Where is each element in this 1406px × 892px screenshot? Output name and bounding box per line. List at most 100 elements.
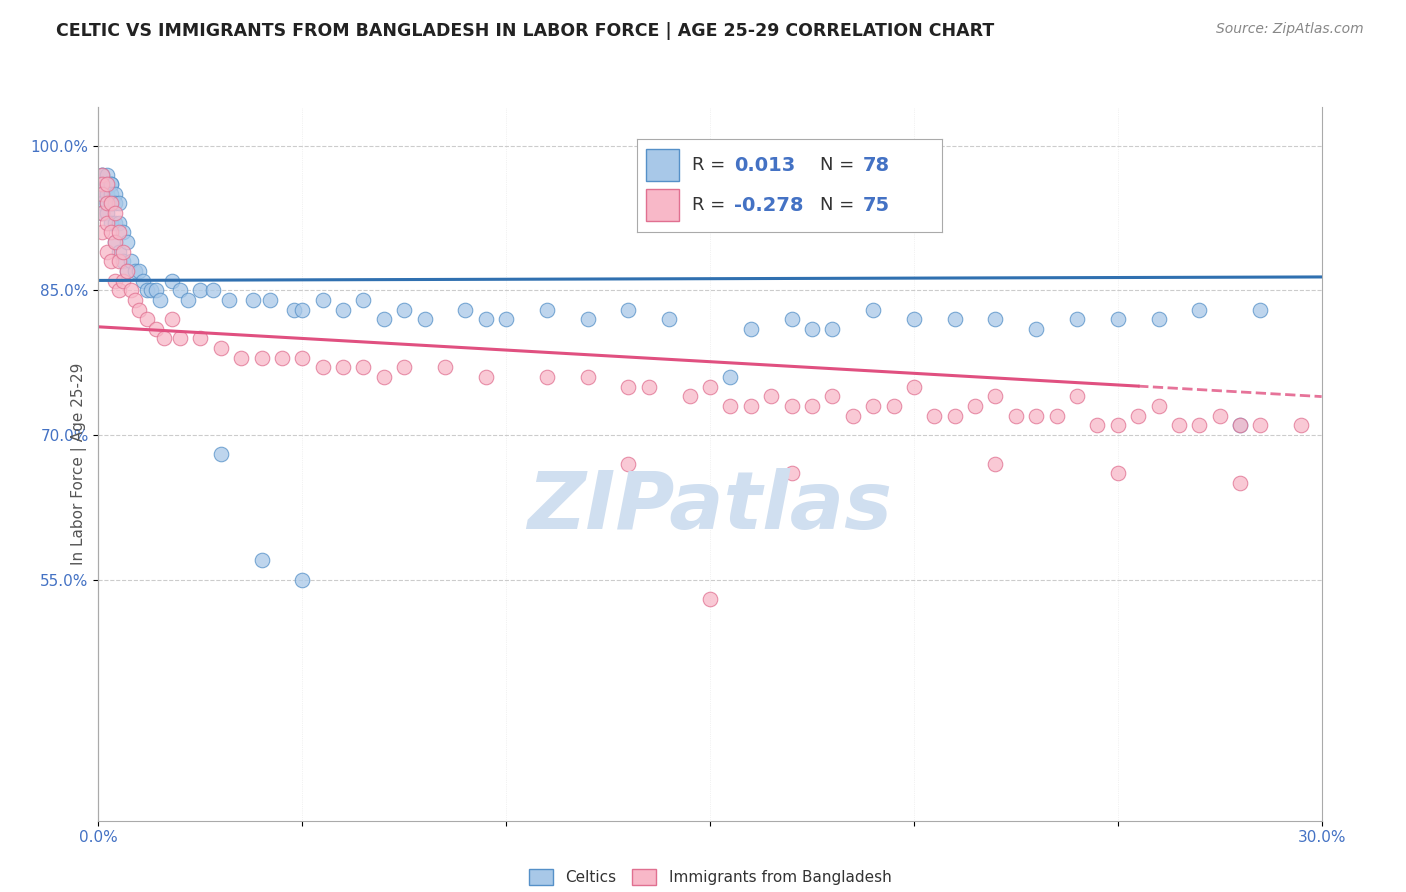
Point	[100, 177, 122, 191]
Point	[145, 283, 167, 297]
Point	[434, 360, 457, 375]
Point	[617, 457, 640, 471]
Text: R =: R =	[692, 196, 731, 214]
Point	[91, 177, 114, 191]
Point	[111, 226, 134, 240]
Point	[91, 226, 114, 240]
Point	[392, 360, 416, 375]
Point	[1229, 418, 1251, 433]
Point	[96, 216, 118, 230]
Point	[91, 168, 114, 182]
Point	[1025, 322, 1047, 336]
Point	[617, 380, 640, 394]
Point	[576, 370, 599, 384]
Bar	[645, 149, 679, 181]
Point	[536, 302, 558, 317]
Point	[1229, 476, 1251, 491]
Point	[91, 186, 114, 201]
Text: 0.013: 0.013	[734, 155, 796, 175]
Point	[136, 283, 159, 297]
Point	[91, 177, 114, 191]
Point	[209, 341, 232, 355]
Point	[108, 226, 131, 240]
Point	[108, 216, 131, 230]
Point	[1147, 399, 1170, 413]
Point	[943, 409, 966, 423]
Point	[1004, 409, 1026, 423]
Point	[100, 177, 122, 191]
Point	[291, 351, 314, 365]
Point	[965, 399, 987, 413]
Point	[1128, 409, 1150, 423]
Point	[943, 312, 966, 326]
Point	[96, 177, 118, 191]
Point	[720, 399, 742, 413]
Point	[495, 312, 517, 326]
Point	[699, 380, 721, 394]
Point	[108, 196, 131, 211]
Point	[108, 244, 131, 259]
Point	[903, 380, 925, 394]
Point	[100, 226, 122, 240]
Text: -0.278: -0.278	[734, 195, 804, 214]
Point	[100, 216, 122, 230]
Point	[658, 312, 681, 326]
Point	[188, 331, 212, 345]
Point	[740, 322, 762, 336]
Point	[145, 322, 167, 336]
Point	[780, 467, 803, 481]
Point	[209, 447, 232, 461]
Point	[115, 235, 138, 249]
Point	[104, 196, 127, 211]
Point	[100, 196, 122, 211]
Point	[862, 302, 884, 317]
Point	[96, 177, 118, 191]
Point	[115, 264, 138, 278]
Point	[312, 293, 335, 307]
Point	[1066, 389, 1088, 403]
Point	[1209, 409, 1232, 423]
Point	[1249, 418, 1271, 433]
Point	[761, 389, 783, 403]
Point	[373, 370, 395, 384]
Text: N =: N =	[820, 196, 860, 214]
Point	[169, 331, 191, 345]
Point	[188, 283, 212, 297]
Point	[1025, 409, 1047, 423]
Point	[104, 216, 127, 230]
Point	[903, 312, 925, 326]
Point	[780, 399, 803, 413]
Point	[1107, 418, 1129, 433]
Point	[96, 186, 118, 201]
Point	[160, 312, 183, 326]
Point	[108, 283, 131, 297]
Point	[115, 264, 138, 278]
Text: N =: N =	[820, 156, 860, 174]
Point	[124, 264, 146, 278]
Point	[96, 196, 118, 211]
Point	[108, 254, 131, 268]
Point	[862, 399, 884, 413]
Point	[780, 312, 803, 326]
Point	[104, 274, 127, 288]
Point	[984, 457, 1007, 471]
Point	[100, 196, 122, 211]
Point	[177, 293, 200, 307]
Point	[96, 177, 118, 191]
Point	[1188, 418, 1211, 433]
Point	[104, 186, 127, 201]
Point	[104, 235, 127, 249]
Point	[1066, 312, 1088, 326]
Point	[617, 302, 640, 317]
Point	[218, 293, 240, 307]
Point	[91, 177, 114, 191]
Point	[152, 331, 174, 345]
Point	[1085, 418, 1108, 433]
Point	[250, 553, 273, 567]
Point	[352, 360, 374, 375]
Legend: Celtics, Immigrants from Bangladesh: Celtics, Immigrants from Bangladesh	[523, 863, 897, 891]
Point	[136, 312, 159, 326]
Point	[242, 293, 264, 307]
Point	[111, 244, 134, 259]
Point	[679, 389, 702, 403]
